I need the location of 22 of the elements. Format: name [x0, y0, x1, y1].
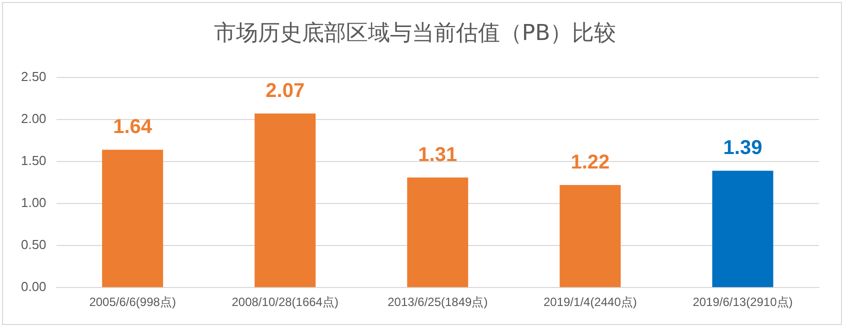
data-label: 2.07 [266, 80, 305, 102]
x-tick-label: 2005/6/6(998点) [89, 295, 176, 310]
data-label: 1.39 [723, 137, 762, 160]
bar [560, 185, 621, 288]
chart-title: 市场历史底部区域与当前估值（PB）比较 [214, 20, 616, 46]
bar [407, 177, 468, 288]
y-tick-label: 1.50 [20, 153, 46, 168]
data-label: 1.31 [418, 144, 458, 166]
y-tick-label: 1.00 [20, 195, 46, 210]
data-label: 1.22 [570, 152, 610, 174]
bar [102, 150, 164, 288]
y-tick-label: 0.00 [20, 279, 46, 294]
y-tick-label: 2.50 [20, 68, 46, 84]
y-tick-label: 2.00 [20, 111, 46, 126]
x-tick-label: 2019/6/13(2910点) [692, 295, 793, 310]
bar [712, 170, 774, 288]
x-tick-label: 2019/1/4(2440点) [543, 295, 637, 310]
x-tick-label: 2013/6/25(1849点) [388, 295, 488, 310]
bar [254, 114, 316, 288]
x-tick-label: 2008/10/28(1664点) [232, 295, 338, 310]
data-label: 1.64 [113, 116, 153, 138]
y-tick-label: 0.50 [20, 237, 46, 252]
